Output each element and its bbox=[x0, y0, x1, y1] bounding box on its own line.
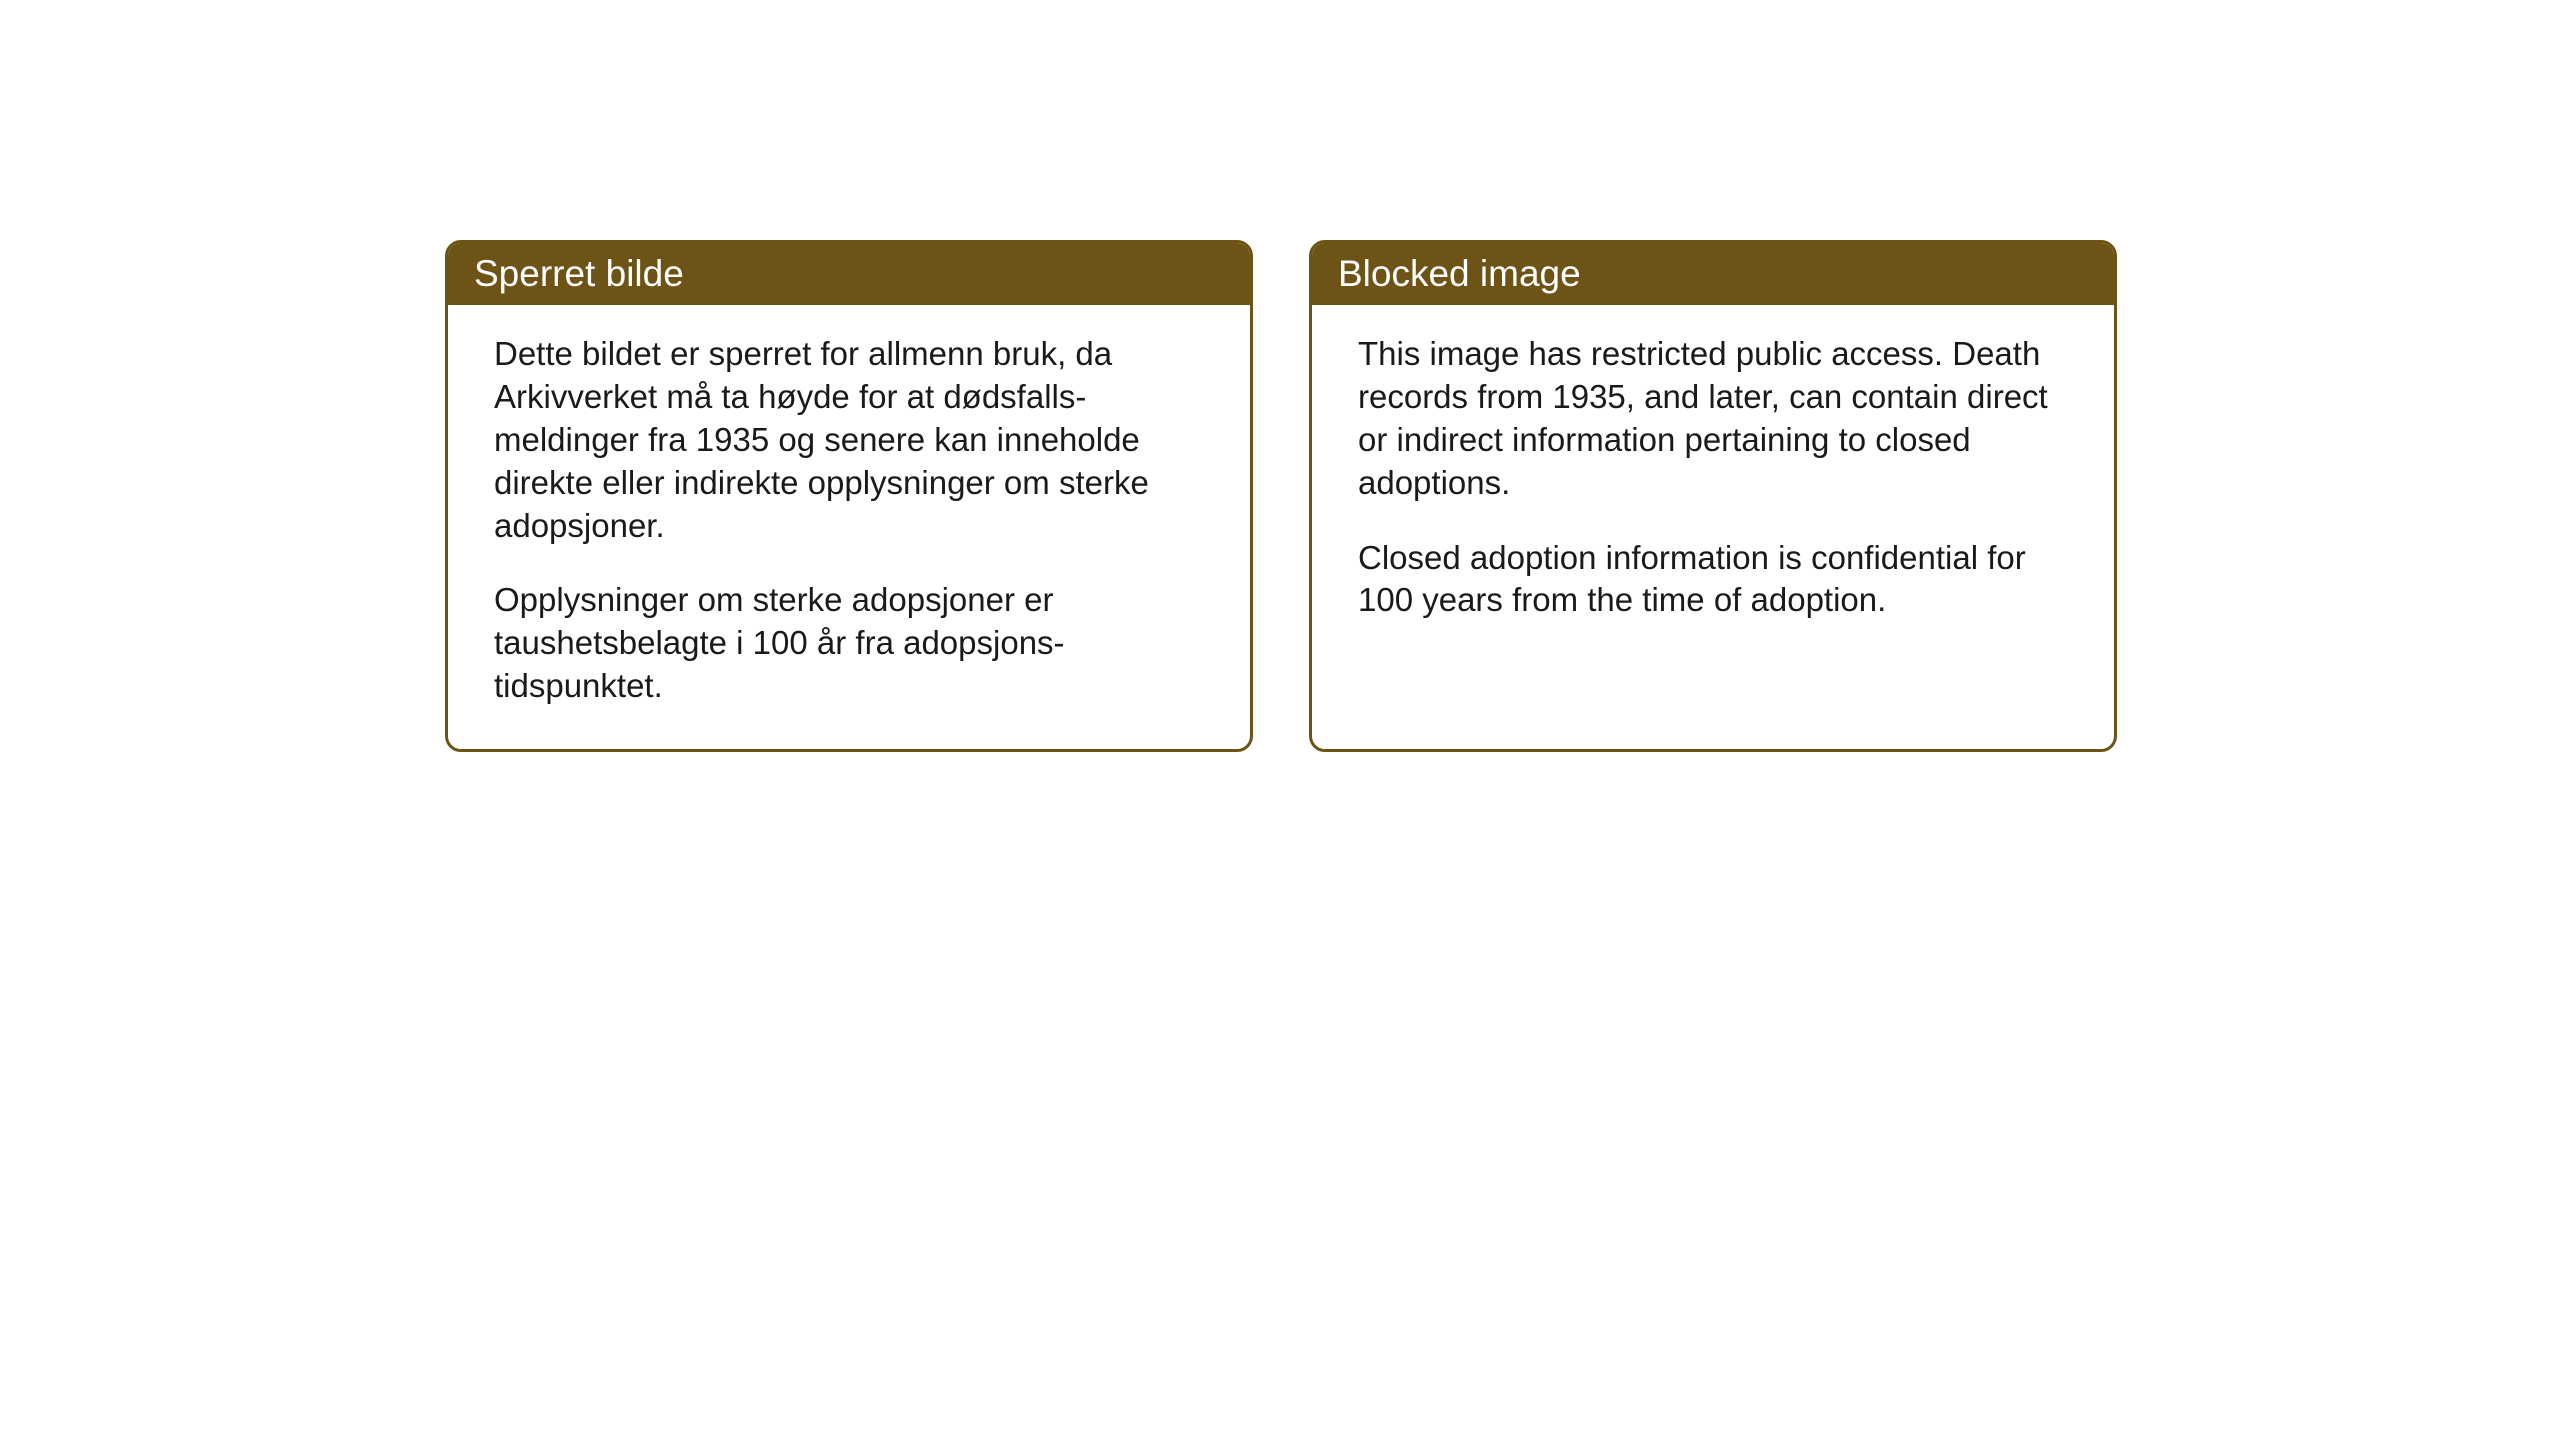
notice-title-english: Blocked image bbox=[1338, 253, 1581, 294]
notice-paragraph-1-norwegian: Dette bildet er sperret for allmenn bruk… bbox=[494, 333, 1204, 547]
notices-container: Sperret bilde Dette bildet er sperret fo… bbox=[445, 240, 2117, 752]
notice-body-english: This image has restricted public access.… bbox=[1312, 305, 2114, 662]
notice-header-english: Blocked image bbox=[1312, 243, 2114, 305]
notice-box-english: Blocked image This image has restricted … bbox=[1309, 240, 2117, 752]
notice-box-norwegian: Sperret bilde Dette bildet er sperret fo… bbox=[445, 240, 1253, 752]
notice-paragraph-1-english: This image has restricted public access.… bbox=[1358, 333, 2068, 505]
notice-paragraph-2-english: Closed adoption information is confident… bbox=[1358, 537, 2068, 623]
notice-header-norwegian: Sperret bilde bbox=[448, 243, 1250, 305]
notice-title-norwegian: Sperret bilde bbox=[474, 253, 684, 294]
notice-body-norwegian: Dette bildet er sperret for allmenn bruk… bbox=[448, 305, 1250, 748]
notice-paragraph-2-norwegian: Opplysninger om sterke adopsjoner er tau… bbox=[494, 579, 1204, 708]
